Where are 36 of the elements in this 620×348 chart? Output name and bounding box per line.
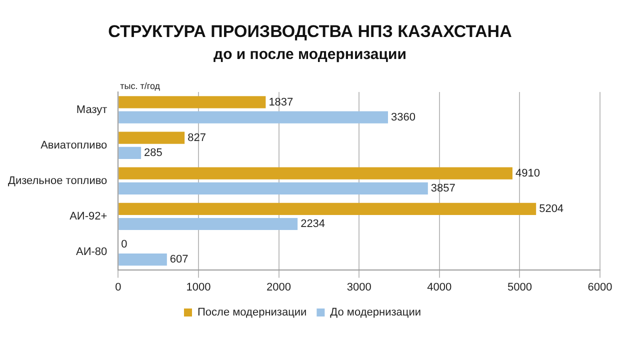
data-label: 5204: [539, 202, 564, 215]
y-tick-label: Мазут: [76, 104, 108, 116]
bar: [118, 254, 167, 266]
x-tick-label: 1000: [186, 281, 211, 294]
data-label: 3360: [390, 111, 416, 124]
x-tick-label: 3000: [346, 281, 372, 294]
y-tick-label: АИ-92+: [70, 210, 108, 222]
data-label: 4910: [515, 167, 540, 180]
data-label: 0: [121, 238, 128, 250]
bar: [118, 96, 266, 108]
x-tick-label: 6000: [588, 281, 612, 294]
x-tick-label: 2000: [266, 281, 292, 294]
bar: [118, 146, 142, 159]
data-label: 285: [144, 146, 162, 159]
chart-title: СТРУКТУРА ПРОИЗВОДСТВА НПЗ КАЗАХСТАНА: [107, 22, 513, 42]
y-tick-label: АИ-80: [76, 246, 108, 258]
data-label: 607: [170, 254, 188, 266]
legend-label: До модернизации: [330, 306, 421, 319]
x-tick-label: 4000: [427, 281, 452, 294]
bar: [118, 218, 298, 230]
legend-label: После модернизации: [198, 306, 307, 319]
data-label: 827: [188, 132, 206, 144]
x-tick-label: 5000: [507, 281, 532, 294]
data-label: 1837: [268, 96, 294, 108]
y-tick-label: Дизельное топливо: [8, 174, 108, 187]
bar: [118, 167, 512, 180]
text: тыс. т/год: [120, 80, 161, 91]
x-tick-label: 0: [115, 281, 122, 294]
bar: [118, 111, 388, 124]
chart-subtitle: до и после модернизации: [212, 46, 408, 63]
y-tick-label: Авиатопливо: [40, 139, 108, 152]
bar: [118, 132, 185, 144]
bar: [118, 182, 428, 194]
data-label: 2234: [300, 218, 326, 230]
bar: [118, 202, 536, 215]
data-label: 3857: [430, 182, 456, 194]
